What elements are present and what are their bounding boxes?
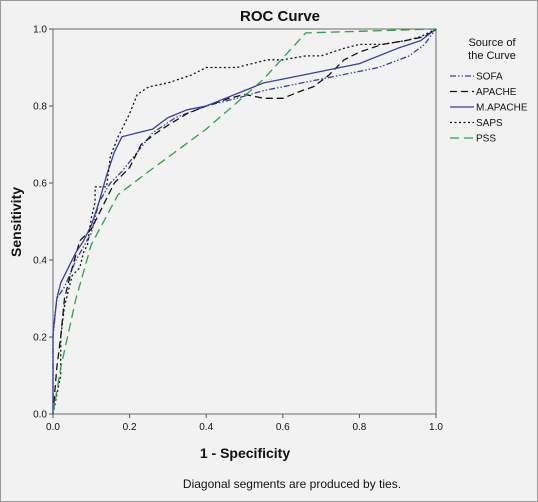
y-tick-label: 0.4 <box>33 256 47 267</box>
y-tick-label: 0.0 <box>33 410 47 421</box>
footnote: Diagonal segments are produced by ties. <box>183 477 401 491</box>
y-tick-label: 0.8 <box>33 102 47 113</box>
x-tick-label: 0.6 <box>276 422 290 433</box>
legend-title-line-2: the Curve <box>468 50 516 62</box>
legend: Source of the Curve SOFA APACHE M.APACHE SA… <box>450 37 528 145</box>
x-tick-label: 0.8 <box>352 422 366 433</box>
x-tick-label: 0.4 <box>199 422 213 433</box>
y-tick-label: 0.2 <box>33 333 47 344</box>
plot-border <box>52 28 437 415</box>
y-tick-label: 0.6 <box>33 179 47 190</box>
series-line-saps <box>52 28 437 415</box>
legend-label: SAPS <box>476 118 503 129</box>
series-line-sofa <box>52 28 437 414</box>
legend-title-line-1: Source of <box>468 37 516 49</box>
series-line-pss <box>52 28 437 415</box>
legend-items: SOFA APACHE M.APACHE SAPS PSS <box>450 72 528 145</box>
chart-title: ROC Curve <box>240 8 320 25</box>
y-axis-label: Sensitivity <box>8 187 24 257</box>
x-tick-label: 0.2 <box>123 422 137 433</box>
plot-area: 0.0 0.2 0.4 0.6 0.8 1.0 0.0 0.2 0.4 0.6 0.8 1.0 <box>33 25 443 434</box>
series-lines <box>52 28 437 415</box>
legend-label: SOFA <box>476 72 503 83</box>
x-axis-label: 1 - Specificity <box>200 445 290 461</box>
legend-label: M.APACHE <box>476 103 528 114</box>
series-line-m-apache <box>52 28 437 414</box>
x-axis-ticks: 0.0 0.2 0.4 0.6 0.8 1.0 <box>46 414 443 433</box>
legend-label: PSS <box>476 134 496 145</box>
y-axis-ticks: 0.0 0.2 0.4 0.6 0.8 1.0 <box>33 25 53 421</box>
legend-label: APACHE <box>476 87 517 98</box>
x-tick-label: 1.0 <box>429 422 443 433</box>
x-tick-label: 0.0 <box>46 422 60 433</box>
y-tick-label: 1.0 <box>33 25 47 36</box>
